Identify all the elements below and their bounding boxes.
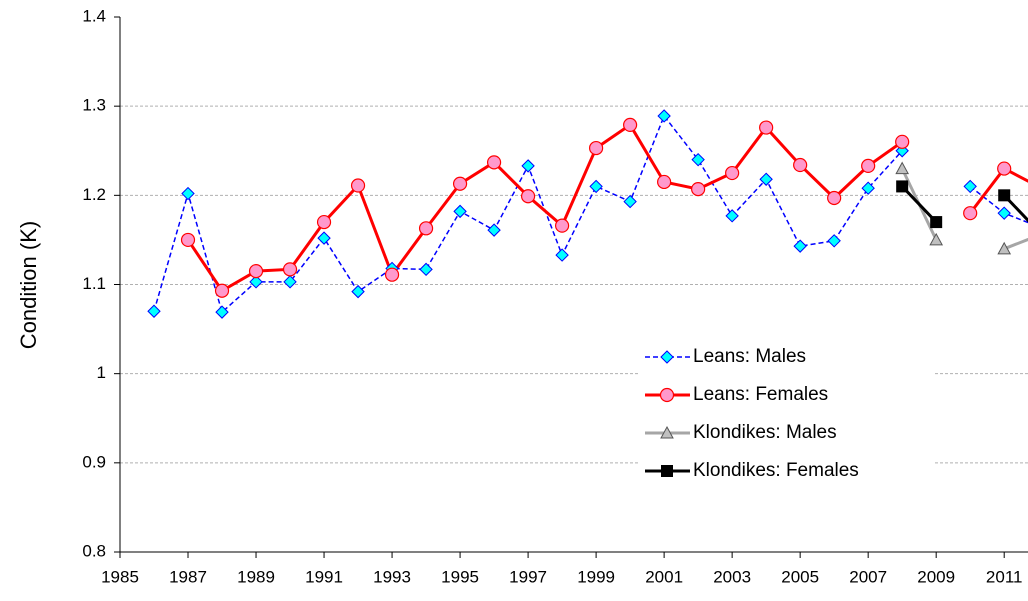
y-tick-label: 0.9 — [82, 452, 106, 471]
marker — [283, 275, 297, 289]
legend-marker — [659, 387, 675, 403]
marker — [998, 189, 1011, 202]
marker — [147, 304, 161, 318]
x-tick-label: 1999 — [577, 567, 615, 586]
y-tick-label: 1.3 — [82, 96, 106, 115]
legend-marker — [660, 425, 674, 439]
marker — [896, 180, 909, 193]
x-tick-label: 1987 — [169, 567, 207, 586]
marker — [180, 232, 196, 248]
x-tick-label: 1991 — [305, 567, 343, 586]
marker — [997, 241, 1012, 255]
marker — [895, 134, 910, 149]
marker — [520, 189, 536, 204]
marker — [759, 120, 774, 135]
x-tick-label: 1985 — [101, 567, 139, 586]
legend-label: Leans: Females — [693, 384, 828, 405]
marker — [895, 161, 910, 175]
y-tick-label: 0.8 — [82, 541, 106, 560]
marker — [861, 181, 875, 195]
marker — [486, 155, 502, 170]
legend-marker — [660, 350, 674, 364]
marker — [827, 190, 842, 206]
marker — [214, 283, 230, 298]
marker — [215, 305, 229, 319]
marker — [350, 178, 366, 193]
marker — [997, 206, 1011, 220]
legend-box — [640, 345, 935, 485]
marker — [554, 218, 570, 233]
marker — [657, 174, 672, 190]
marker — [487, 223, 501, 237]
x-tick-label: 1995 — [441, 567, 479, 586]
marker — [249, 275, 263, 289]
marker — [419, 262, 433, 277]
x-tick-label: 2005 — [781, 567, 819, 586]
y-tick-label: 1.2 — [82, 185, 106, 204]
marker — [351, 284, 365, 299]
x-tick-label: 1993 — [373, 567, 411, 586]
x-tick-label: 1989 — [237, 567, 275, 586]
marker — [181, 186, 195, 201]
x-tick-label: 2009 — [917, 567, 955, 586]
marker — [555, 248, 569, 262]
marker — [623, 117, 638, 132]
marker — [589, 179, 603, 194]
marker — [827, 234, 841, 248]
marker — [589, 140, 604, 156]
marker — [453, 204, 467, 219]
marker — [725, 209, 739, 223]
marker — [793, 157, 808, 173]
y-tick-label: 1.4 — [82, 6, 106, 25]
marker — [691, 152, 705, 167]
marker — [929, 232, 944, 246]
legend-label: Klondikes: Females — [693, 460, 859, 481]
marker — [521, 159, 535, 173]
y-tick-label: 1 — [97, 363, 106, 382]
marker — [725, 165, 740, 181]
marker — [691, 181, 706, 197]
x-tick-label: 2007 — [849, 567, 887, 586]
legend-marker — [661, 465, 673, 477]
legend-label: Klondikes: Males — [693, 422, 837, 443]
y-tick-label: 1.1 — [82, 274, 106, 293]
marker — [316, 214, 332, 230]
marker — [963, 179, 977, 194]
marker — [963, 206, 978, 221]
marker — [793, 239, 807, 253]
y-axis-label: Condition (K) — [16, 221, 41, 349]
marker — [930, 216, 943, 229]
marker — [418, 221, 434, 236]
marker — [861, 158, 876, 174]
x-tick-label: 2011 — [986, 567, 1023, 586]
legend-label: Leans: Males — [693, 346, 806, 367]
x-tick-label: 1997 — [509, 567, 547, 586]
marker — [623, 194, 637, 209]
marker — [384, 267, 400, 282]
marker — [248, 264, 264, 279]
marker — [317, 231, 331, 245]
marker — [997, 161, 1012, 176]
x-tick-label: 2003 — [713, 567, 751, 586]
x-tick-label: 2001 — [645, 567, 683, 586]
marker — [282, 262, 298, 277]
marker — [759, 172, 773, 186]
marker — [657, 109, 671, 123]
marker — [452, 176, 468, 191]
